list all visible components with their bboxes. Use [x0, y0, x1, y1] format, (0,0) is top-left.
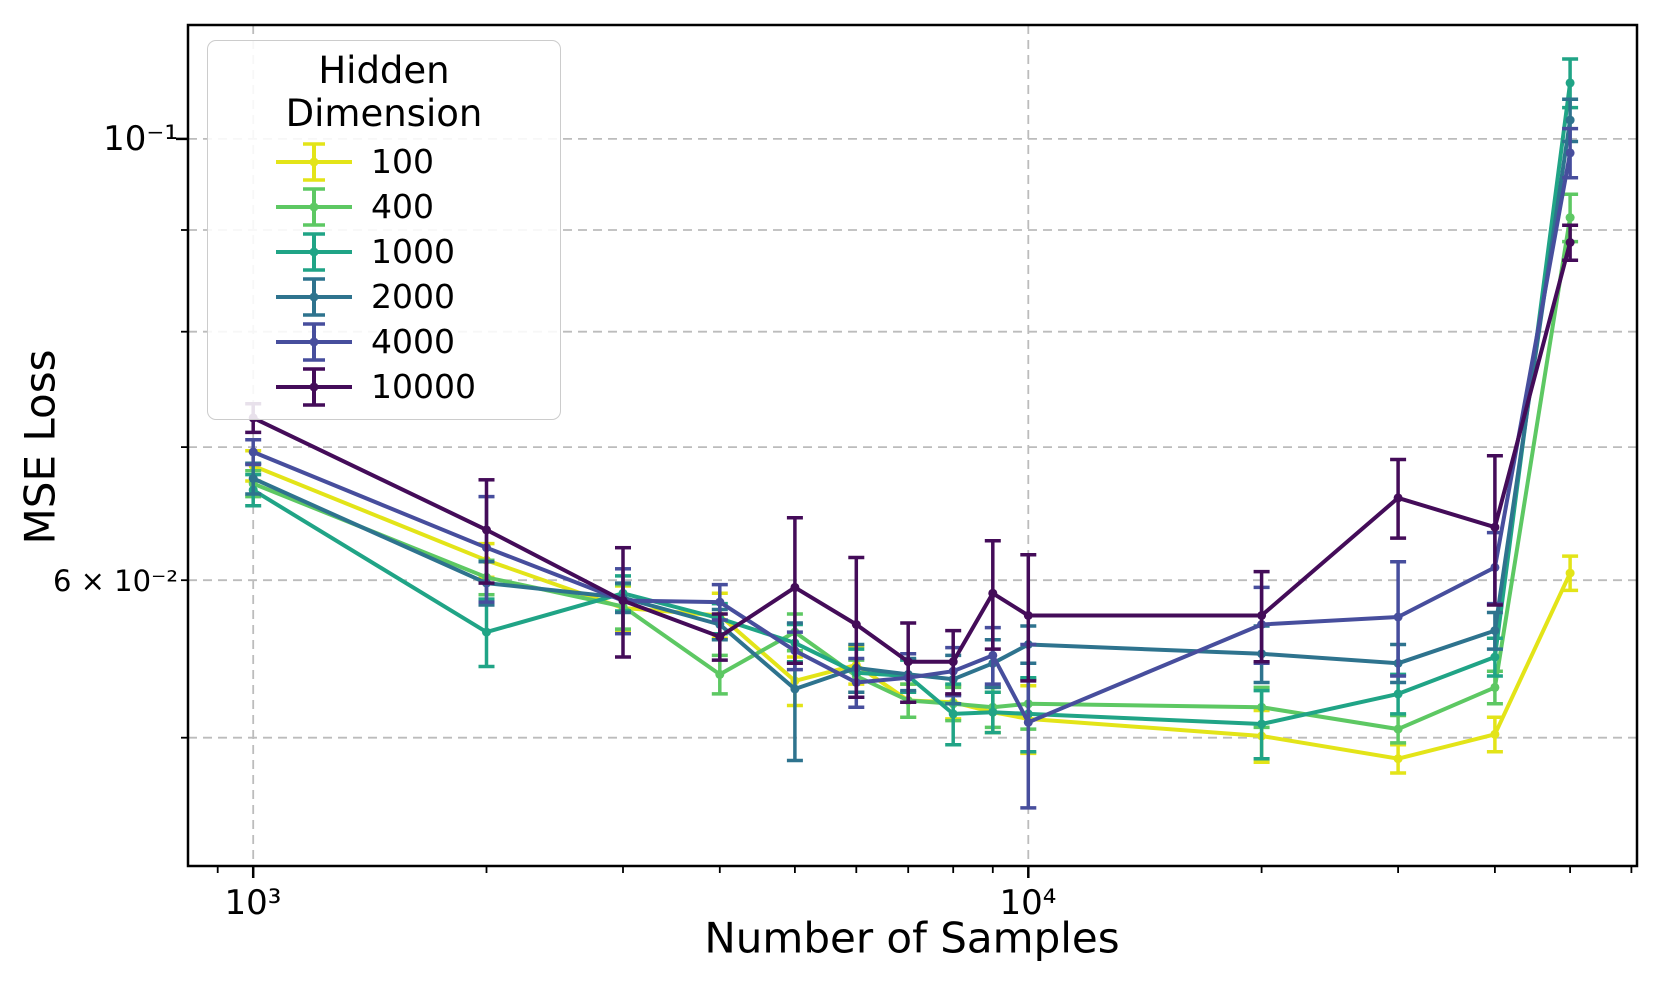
plot-border — [186, 23, 1639, 868]
x-tick-label-1e4: 10⁴ — [999, 883, 1057, 923]
errorbar-swatch-icon — [276, 141, 352, 182]
errorbar-swatch-icon — [276, 186, 352, 227]
y-tick-label-6e-2: 6 × 10⁻² — [52, 564, 178, 598]
legend-item: 1000 — [208, 229, 560, 274]
errorbar-swatch-icon — [276, 276, 352, 317]
legend-item: 10000 — [208, 364, 560, 409]
x-axis-label: Number of Samples — [704, 913, 1120, 963]
legend-item-label: 1000 — [371, 232, 455, 271]
legend-item-label: 100 — [371, 142, 434, 181]
legend: Hidden Dimension 100 400 — [207, 40, 561, 420]
series-10000 — [245, 223, 1579, 704]
legend-title: Hidden Dimension — [285, 49, 483, 135]
legend-item: 100 — [208, 139, 560, 184]
legend-item: 2000 — [208, 274, 560, 319]
legend-item-label: 10000 — [371, 367, 476, 406]
errorbar-swatch-icon — [276, 366, 352, 407]
legend-item-label: 4000 — [371, 322, 455, 361]
legend-item-label: 400 — [371, 187, 434, 226]
x-tick-label-1e3: 10³ — [224, 883, 282, 923]
legend-item: 400 — [208, 184, 560, 229]
errorbar-swatch-icon — [276, 231, 352, 272]
y-axis-label: MSE Loss — [15, 349, 65, 545]
y-tick-label-1e-1: 10⁻¹ — [103, 119, 178, 159]
legend-item-label: 2000 — [371, 277, 455, 316]
legend-item: 4000 — [208, 319, 560, 364]
errorbar-swatch-icon — [276, 321, 352, 362]
